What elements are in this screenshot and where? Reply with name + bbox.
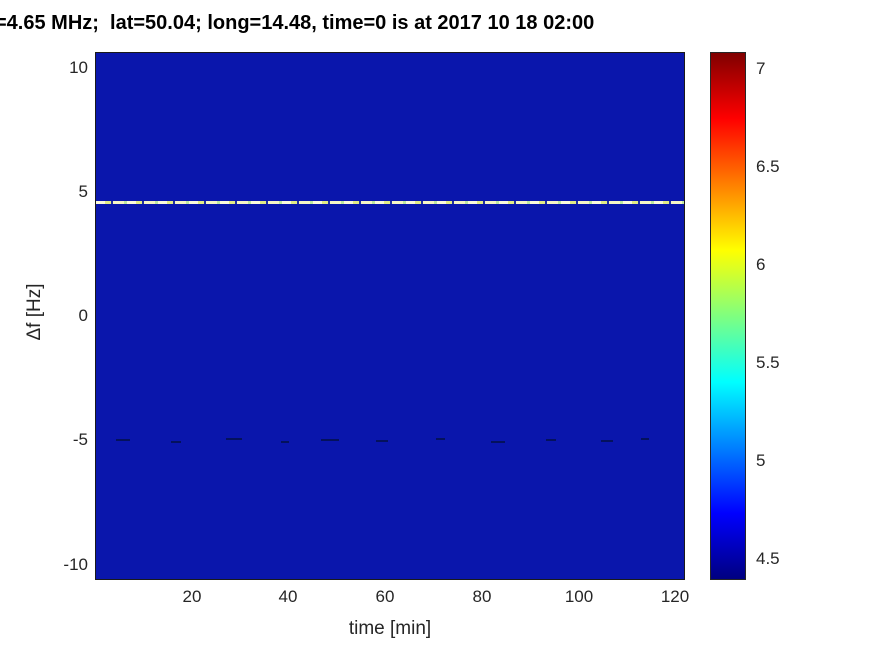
- colorbar-tick-label: 7: [756, 59, 766, 78]
- y-tick-label: 0: [78, 306, 88, 325]
- chart-title: =4.65 MHz; lat=50.04; long=14.48, time=0…: [0, 12, 595, 34]
- heatmap-plot-area: [95, 52, 685, 580]
- x-axis-label: time [min]: [348, 618, 432, 639]
- speckle: [546, 439, 556, 441]
- spectral-line-feature: [96, 201, 684, 204]
- speckle: [491, 441, 505, 443]
- speckle: [281, 441, 289, 443]
- y-tick-label: 10: [69, 58, 88, 77]
- colorbar-tick-label: 5: [756, 451, 766, 470]
- speckle: [376, 440, 388, 442]
- speckle: [116, 439, 130, 441]
- speckle: [436, 438, 445, 440]
- speckle: [641, 438, 649, 440]
- x-tick-label: 20: [182, 587, 202, 606]
- colorbar-tick-label: 5.5: [756, 353, 780, 372]
- colorbar-tick-label: 6.5: [756, 157, 780, 176]
- speckle: [171, 441, 181, 443]
- x-tick-label: 60: [375, 587, 395, 606]
- colorbar-tick-label: 4.5: [756, 549, 780, 568]
- x-tick-label: 120: [660, 587, 690, 606]
- speckle: [321, 439, 339, 441]
- y-tick-label: -10: [63, 555, 88, 574]
- colorbar: [710, 52, 746, 580]
- colorbar-tick-label: 6: [756, 255, 766, 274]
- x-tick-label: 100: [564, 587, 594, 606]
- y-tick-label: 5: [78, 182, 88, 201]
- y-tick-label: -5: [72, 430, 88, 449]
- y-axis-label: Δf [Hz]: [24, 283, 45, 341]
- x-tick-label: 80: [472, 587, 492, 606]
- x-tick-label: 40: [278, 587, 298, 606]
- speckle: [226, 438, 242, 440]
- speckle: [601, 440, 613, 442]
